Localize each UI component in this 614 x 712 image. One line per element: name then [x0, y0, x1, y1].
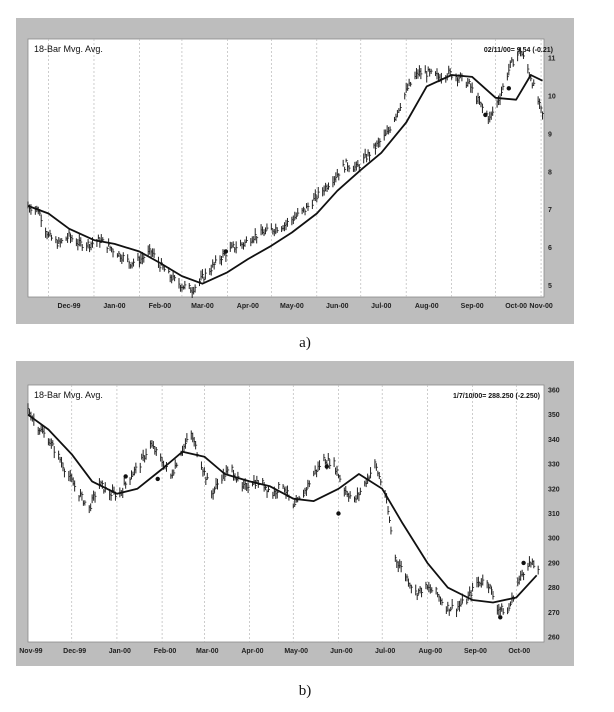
price-readout: 1/7/10/00= 288.250 (-2.250)	[453, 393, 540, 400]
x-tick-label: May-00	[284, 648, 308, 655]
signal-dot	[155, 476, 160, 482]
y-tick-label: 360	[548, 387, 560, 394]
x-tick-label: Jun-00	[330, 648, 353, 655]
signal-dot	[521, 560, 526, 566]
y-tick-label: 330	[548, 462, 560, 469]
y-tick-label: 10	[548, 93, 556, 100]
y-tick-label: 310	[548, 511, 560, 518]
y-tick-label: 6	[548, 245, 552, 252]
signal-dot	[223, 249, 229, 254]
x-tick-label: Apr-00	[237, 303, 259, 310]
plot-area	[27, 38, 545, 298]
y-tick-label: 8	[548, 169, 552, 176]
x-tick-label: Sep-00	[461, 303, 484, 310]
x-tick-label: Oct-00	[505, 303, 527, 310]
y-tick-label: 280	[548, 585, 560, 592]
x-tick-label: Jan-00	[109, 648, 131, 655]
x-tick-label: Mar-00	[196, 648, 219, 655]
signal-dot	[483, 112, 488, 118]
x-tick-label: Dec-99	[58, 303, 81, 310]
chart-b-caption: b)	[298, 683, 312, 699]
y-tick-label: 340	[548, 437, 560, 444]
x-tick-label: Jul-00	[371, 303, 391, 310]
x-tick-label: Apr-00	[241, 648, 263, 655]
x-tick-label: Oct-00	[508, 648, 530, 655]
moving-average-line	[27, 74, 543, 285]
x-tick-label: May-00	[280, 303, 304, 310]
signal-dot	[324, 464, 330, 469]
plot-area	[27, 384, 545, 643]
y-tick-label: 260	[548, 635, 560, 642]
chart-a-caption: a)	[299, 335, 311, 351]
x-tick-label: Feb-00	[154, 648, 177, 655]
x-tick-label: Nov-00	[529, 303, 552, 310]
x-tick-label: Dec-99	[63, 648, 86, 655]
chart-title: 18-Bar Mvg. Avg.	[34, 390, 103, 400]
price-readout: 02/11/00= 9.54 (-0.21)	[484, 47, 553, 54]
chart-title: 18-Bar Mvg. Avg.	[34, 44, 103, 54]
x-tick-label: Aug-00	[415, 303, 439, 310]
x-tick-label: Nov-99	[19, 648, 42, 655]
signal-dot	[498, 615, 503, 620]
y-tick-label: 290	[548, 560, 560, 567]
signal-dot	[336, 511, 341, 516]
y-tick-label: 300	[548, 536, 560, 543]
x-tick-label: Feb-00	[149, 303, 172, 310]
chart-a: 5 6 7 8 9 10 11 Dec-99 Jan-00 Feb-00 Mar-00 Apr-00 M…	[27, 38, 556, 310]
y-tick-label: 11	[548, 55, 556, 62]
x-tick-label: Mar-00	[191, 303, 214, 310]
x-tick-label: Aug-00	[418, 648, 442, 655]
y-tick-label: 5	[548, 283, 552, 290]
signal-dot	[506, 86, 512, 91]
y-tick-label: 7	[548, 207, 552, 214]
y-tick-label: 270	[548, 610, 560, 617]
y-tick-label: 350	[548, 412, 560, 419]
x-tick-label: Jul-00	[375, 648, 395, 655]
chart-b: 260 270 280 290 300 310 320 330 340 350 360 Nov-99 D…	[19, 384, 560, 655]
y-tick-label: 9	[548, 131, 552, 138]
signal-dot	[123, 474, 128, 479]
moving-average-line	[27, 413, 538, 604]
y-tick-label: 320	[548, 486, 560, 493]
x-tick-label: Jun-00	[326, 303, 349, 310]
x-tick-label: Sep-00	[464, 648, 487, 655]
x-tick-label: Jan-00	[103, 303, 125, 310]
